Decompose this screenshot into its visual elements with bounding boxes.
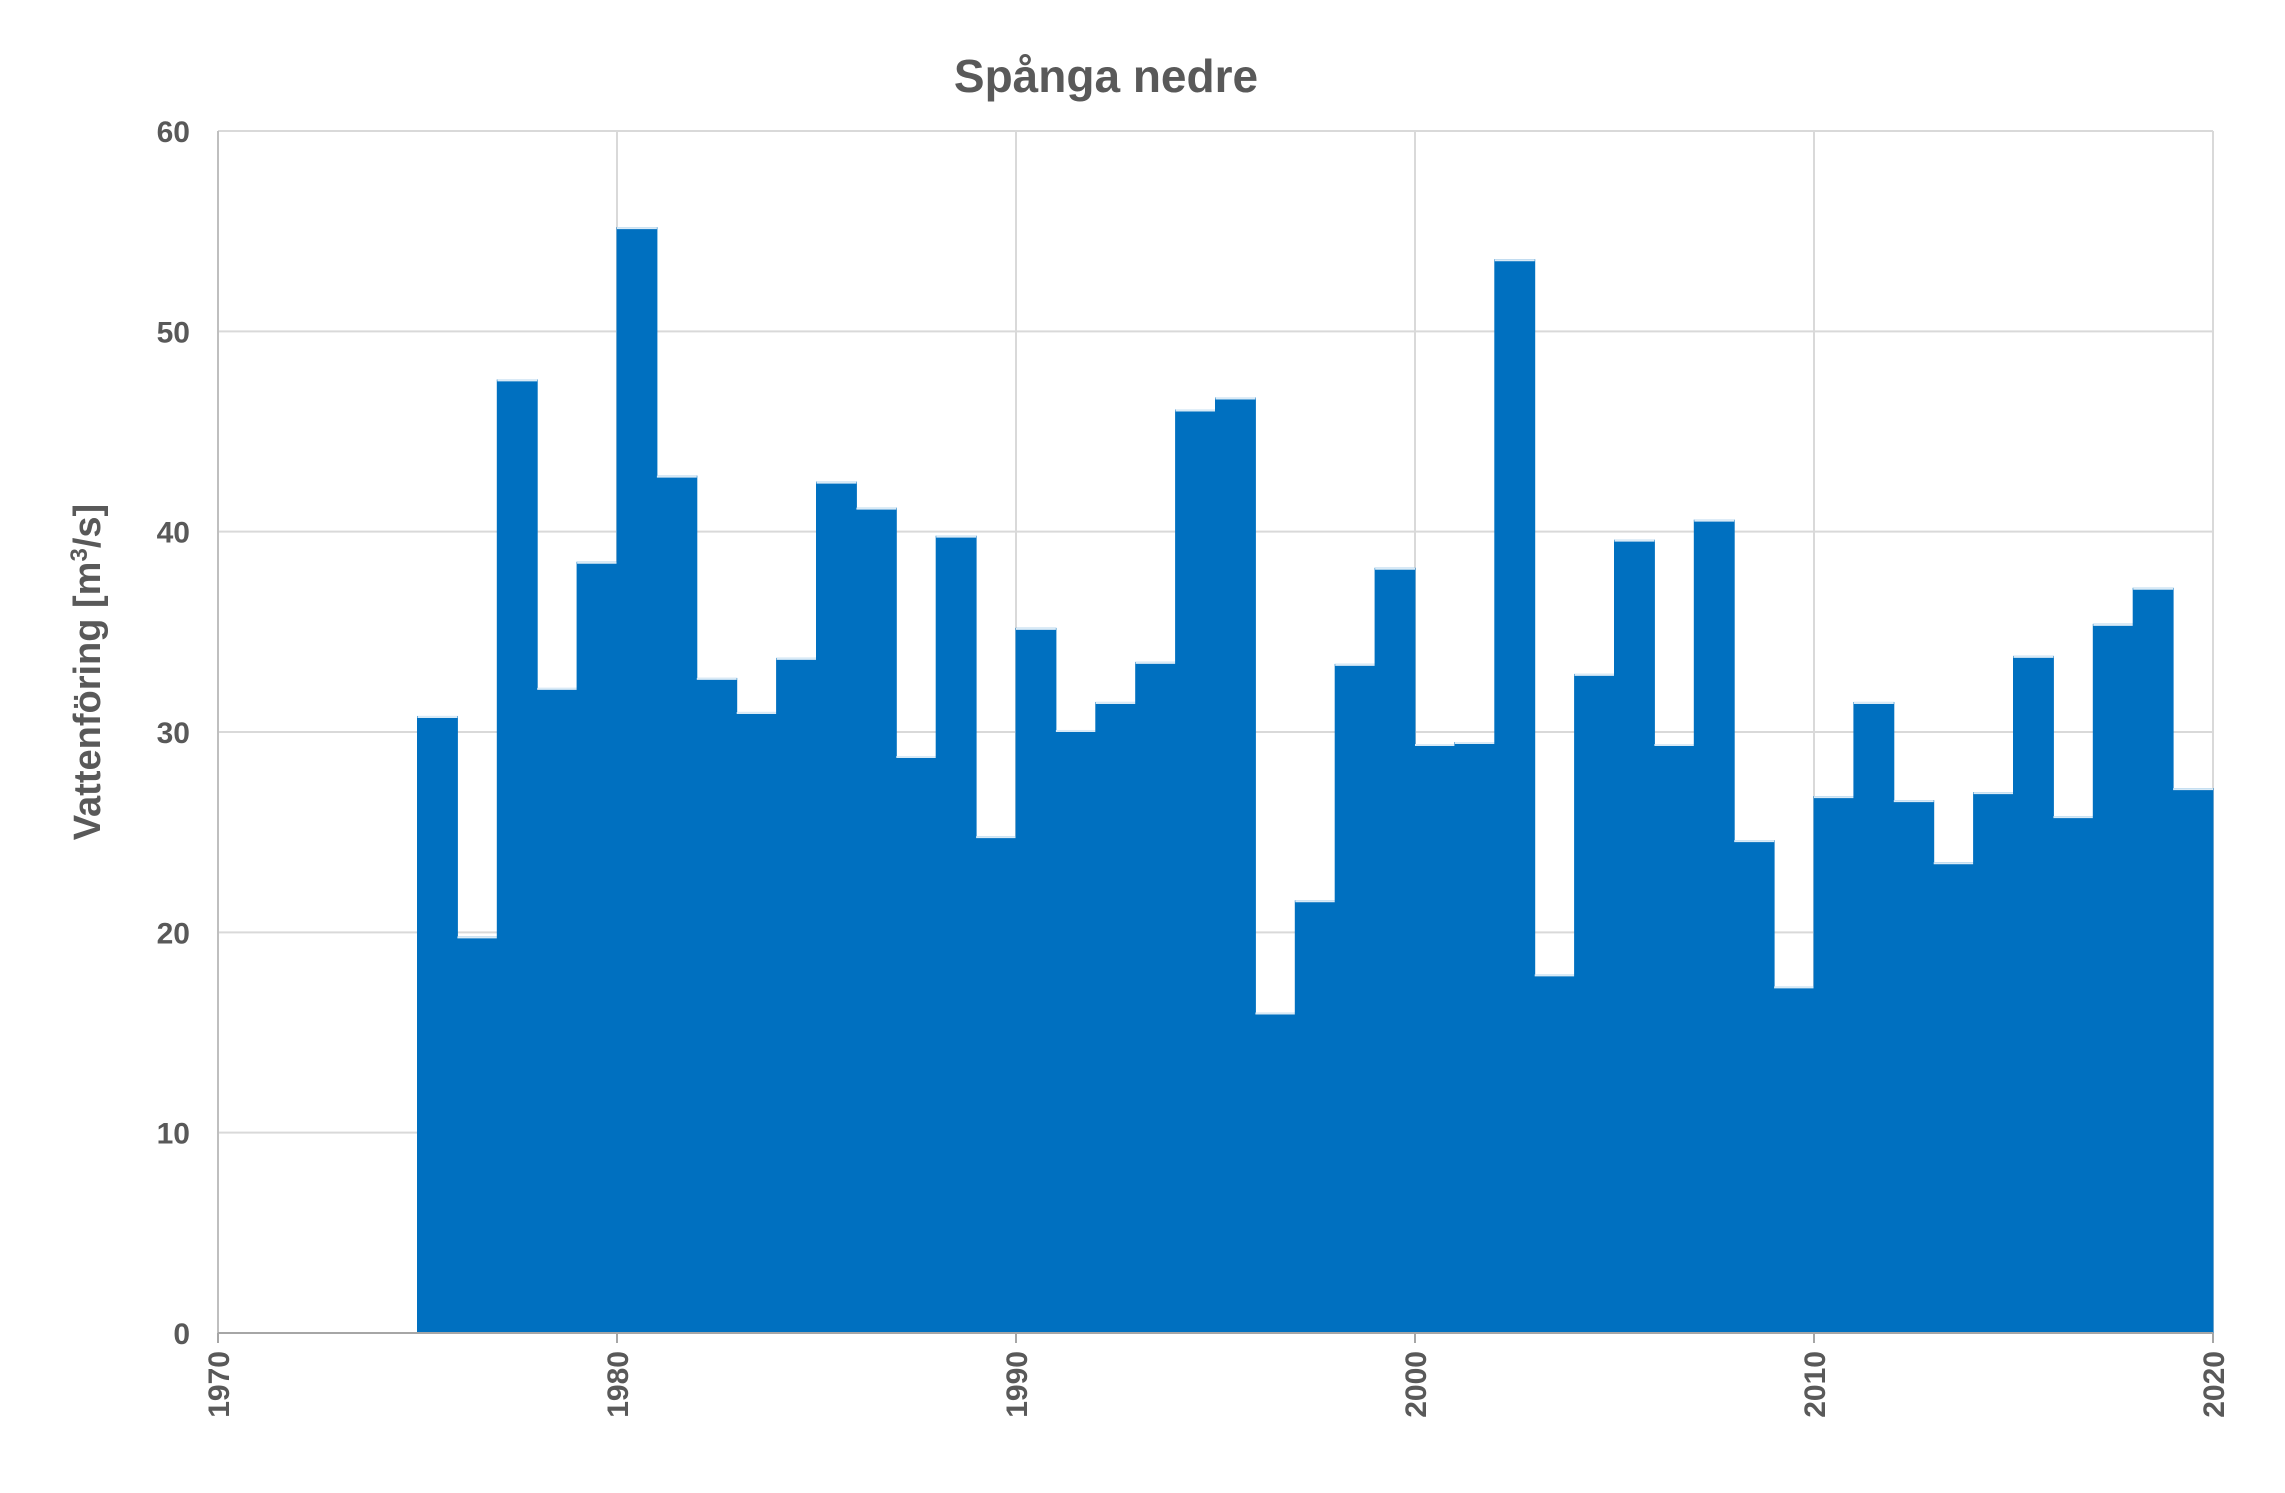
bar-1994 bbox=[1175, 409, 1216, 1333]
bar-2003 bbox=[1534, 974, 1576, 1333]
bar-2000 bbox=[1414, 744, 1456, 1333]
bar-1995 bbox=[1215, 397, 1256, 1333]
bar-1986 bbox=[855, 507, 897, 1333]
bar-2005 bbox=[1614, 539, 1655, 1333]
bar-1979 bbox=[576, 561, 618, 1333]
bar-2008 bbox=[1733, 840, 1775, 1333]
x-tick-labels: 1970 1980 1990 2000 2010 2020 bbox=[203, 1351, 2231, 1418]
bar-2007 bbox=[1693, 519, 1735, 1333]
bar-2016 bbox=[2052, 816, 2094, 1333]
bar-1975 bbox=[417, 715, 458, 1333]
bar-1998 bbox=[1334, 663, 1376, 1333]
x-tick-label: 1980 bbox=[602, 1351, 635, 1418]
y-tick-label: 10 bbox=[157, 1118, 190, 1151]
y-tick-labels: 0 10 20 30 40 50 60 bbox=[157, 116, 190, 1351]
bars bbox=[417, 227, 2214, 1333]
bar-1977 bbox=[496, 379, 538, 1333]
bar-2014 bbox=[1973, 792, 2014, 1333]
x-tick-label: 2000 bbox=[1400, 1351, 1433, 1418]
bar-1999 bbox=[1374, 567, 1416, 1333]
bar-1996 bbox=[1254, 1012, 1296, 1333]
bar-2019 bbox=[2172, 788, 2214, 1333]
bar-2013 bbox=[1933, 862, 1975, 1333]
bar-2004 bbox=[1574, 673, 1615, 1333]
y-axis-label-prefix: Vattenföring [m bbox=[67, 562, 109, 841]
y-axis-label-suffix: /s] bbox=[67, 504, 109, 548]
bar-1987 bbox=[895, 756, 937, 1333]
bar-2017 bbox=[2092, 623, 2134, 1333]
bar-1988 bbox=[935, 535, 977, 1333]
y-tick-label: 60 bbox=[157, 116, 190, 149]
bar-2009 bbox=[1773, 986, 1815, 1333]
bar-1978 bbox=[536, 687, 578, 1333]
bar-1997 bbox=[1294, 900, 1336, 1333]
bar-1976 bbox=[456, 936, 498, 1333]
bar-1983 bbox=[736, 711, 778, 1333]
bar-1992 bbox=[1095, 701, 1137, 1333]
bar-1989 bbox=[975, 836, 1017, 1333]
bar-1993 bbox=[1135, 661, 1177, 1333]
bar-2006 bbox=[1653, 744, 1695, 1333]
bar-1981 bbox=[656, 475, 698, 1333]
x-tick-label: 1990 bbox=[1001, 1351, 1034, 1418]
y-tick-label: 40 bbox=[157, 517, 190, 550]
x-tick-label: 1970 bbox=[203, 1351, 236, 1418]
bar-2012 bbox=[1893, 800, 1935, 1333]
bar-1990 bbox=[1015, 627, 1057, 1333]
y-axis-label-superscript: 3 bbox=[66, 548, 93, 561]
x-tick-label: 2010 bbox=[1799, 1351, 1832, 1418]
bar-2010 bbox=[1813, 796, 1855, 1333]
bar-1991 bbox=[1055, 729, 1097, 1333]
bar-1984 bbox=[776, 657, 817, 1333]
bar-1985 bbox=[816, 481, 857, 1333]
y-tick-label: 20 bbox=[157, 917, 190, 950]
bar-2001 bbox=[1454, 742, 1496, 1333]
y-tick-label: 0 bbox=[173, 1318, 190, 1351]
bar-2011 bbox=[1853, 701, 1895, 1333]
bar-1980 bbox=[616, 227, 658, 1333]
bar-2018 bbox=[2132, 587, 2174, 1333]
bar-2002 bbox=[1494, 259, 1536, 1333]
bar-2015 bbox=[2013, 655, 2054, 1333]
x-tick-label: 2020 bbox=[2198, 1351, 2231, 1418]
y-axis-label: Vattenföring [m3/s] bbox=[66, 504, 110, 840]
y-tick-label: 50 bbox=[157, 316, 190, 349]
chart-title: Spånga nedre bbox=[954, 50, 1258, 102]
y-tick-label: 30 bbox=[157, 717, 190, 750]
bar-1982 bbox=[696, 677, 738, 1333]
axes bbox=[217, 131, 2214, 1343]
